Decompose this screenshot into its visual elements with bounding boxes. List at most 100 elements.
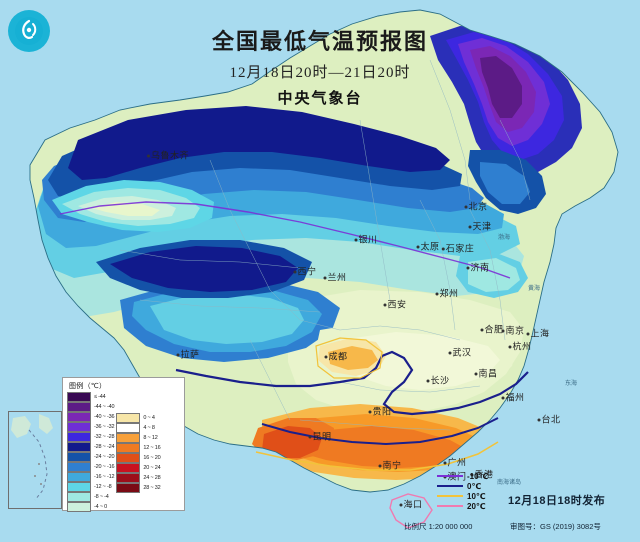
city-label: 拉萨 xyxy=(176,350,199,360)
city-name: 兰州 xyxy=(327,272,347,283)
isotherm-label: 20℃ xyxy=(467,501,486,511)
city-name: 济南 xyxy=(470,262,490,273)
legend-spacer xyxy=(116,392,160,412)
legend-row: 20 ~ 24 xyxy=(116,462,161,473)
city-dot-icon xyxy=(466,266,470,270)
legend-swatch xyxy=(67,401,91,412)
city-name: 郑州 xyxy=(439,288,459,299)
legend-row: 12 ~ 16 xyxy=(116,442,161,453)
city-label: 郑州 xyxy=(435,288,459,299)
legend-label: -44 ~ -40 xyxy=(94,403,115,410)
city-name: 合肥 xyxy=(484,324,504,335)
legend-row: 0 ~ 4 xyxy=(116,412,160,423)
city-label: 昆明 xyxy=(308,431,332,442)
legend-label: 0 ~ 4 xyxy=(143,414,155,421)
city-name: 香港 xyxy=(474,469,494,480)
city-name: 杭州 xyxy=(512,341,532,352)
legend-swatch xyxy=(67,451,91,462)
legend-label: -20 ~ -16 xyxy=(94,463,115,470)
legend-swatch xyxy=(67,491,91,502)
legend-label: ≤ -44 xyxy=(94,393,106,400)
legend-label: -36 ~ -32 xyxy=(94,423,115,430)
city-label: 天津 xyxy=(468,222,491,232)
province-boundaries xyxy=(119,59,531,431)
legend-row: -28 ~ -24 xyxy=(67,441,115,452)
legend-swatch xyxy=(116,462,141,473)
legend-label: -40 ~ -36 xyxy=(94,413,115,420)
city-label: 合肥 xyxy=(480,324,504,335)
city-dot-icon xyxy=(537,418,541,422)
city-dot-icon xyxy=(324,355,328,359)
legend-row: ≤ -44 xyxy=(67,391,114,402)
city-label: 福州 xyxy=(501,393,524,403)
city-dot-icon xyxy=(293,270,297,274)
sea-label: 东海 xyxy=(565,381,578,387)
sea-label: 黄海 xyxy=(528,286,541,292)
isotherm-10c xyxy=(255,441,499,471)
legend-label: -32 ~ -28 xyxy=(94,433,115,440)
legend-swatch xyxy=(116,482,141,493)
legend-label: -8 ~ -4 xyxy=(94,493,109,500)
legend-swatch xyxy=(116,452,141,463)
city-name: 南昌 xyxy=(478,368,498,379)
isotherm-minus10c xyxy=(59,201,511,279)
city-label: 广州 xyxy=(443,458,466,468)
city-dot-icon xyxy=(526,332,530,336)
city-name: 海口 xyxy=(403,499,423,510)
legend-row: -8 ~ -4 xyxy=(67,491,114,502)
legend-label: -24 ~ -20 xyxy=(94,453,115,460)
city-dot-icon xyxy=(308,435,312,439)
city-dot-icon xyxy=(508,345,512,349)
isotherm-0c xyxy=(175,350,529,416)
legend-row: 24 ~ 28 xyxy=(116,472,161,483)
city-name: 贵阳 xyxy=(372,406,392,417)
isotherm-label: -10℃ xyxy=(467,471,489,481)
city-dot-icon xyxy=(146,154,150,158)
city-label: 上海 xyxy=(526,329,549,339)
sea-label: 渤海 xyxy=(498,235,511,241)
city-label: 北京 xyxy=(464,201,488,212)
city-dot-icon xyxy=(501,329,505,333)
legend-swatch xyxy=(67,421,91,432)
city-name: 西安 xyxy=(387,299,407,310)
legend-swatch xyxy=(116,432,141,443)
city-label: 济南 xyxy=(466,262,490,273)
city-name: 南京 xyxy=(505,325,525,336)
temperature-legend-title: 图例（℃） xyxy=(69,383,107,390)
legend-row: -32 ~ -28 xyxy=(67,431,115,442)
isotherm-line-sample xyxy=(437,495,463,497)
city-label: 南昌 xyxy=(474,368,498,379)
city-dot-icon xyxy=(480,328,484,332)
legend-row: 28 ~ 32 xyxy=(116,482,161,493)
city-dot-icon xyxy=(443,461,447,465)
city-name: 昆明 xyxy=(312,431,332,442)
isotherm-20c xyxy=(389,493,433,529)
cma-logo-icon xyxy=(8,10,50,52)
city-name: 石家庄 xyxy=(445,243,475,254)
city-name: 银川 xyxy=(358,234,378,245)
isotherm-line-sample xyxy=(437,485,463,487)
city-name: 西宁 xyxy=(297,266,317,277)
city-dot-icon xyxy=(416,245,420,249)
city-label: 长沙 xyxy=(426,375,450,386)
isotherm-legend-row: 20℃ xyxy=(437,501,509,511)
city-name: 北京 xyxy=(468,201,488,212)
legend-swatch xyxy=(67,481,91,492)
city-dot-icon xyxy=(501,396,505,400)
city-dot-icon xyxy=(368,410,372,414)
sea-label: 南海诸岛 xyxy=(497,480,522,486)
legend-swatch xyxy=(116,422,141,433)
legend-label: 20 ~ 24 xyxy=(143,464,161,471)
legend-row: -12 ~ -8 xyxy=(67,481,114,492)
legend-row: -40 ~ -36 xyxy=(67,411,115,422)
isotherm-legend-row: 0℃ xyxy=(437,481,509,491)
map-scale: 比例尺 1:20 000 000 xyxy=(404,522,473,531)
legend-row: 8 ~ 12 xyxy=(116,432,160,443)
city-name: 长沙 xyxy=(430,375,450,386)
city-dot-icon xyxy=(354,238,358,242)
city-label: 武汉 xyxy=(448,348,471,358)
city-dot-icon xyxy=(176,353,180,357)
legend-column-warm: 0 ~ 4 4 ~ 8 8 ~ 12 12 ~ 16 16 ~ 20 20 ~ 24 24 … xyxy=(116,392,161,511)
